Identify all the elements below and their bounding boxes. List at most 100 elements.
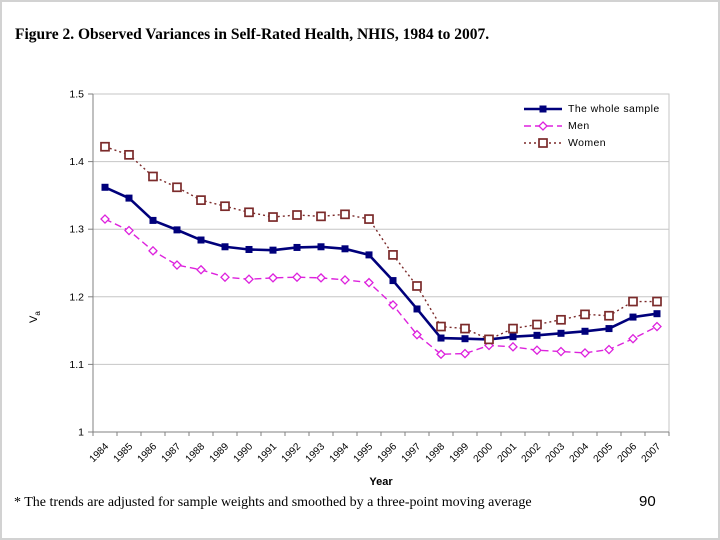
marker-filled-square (509, 333, 517, 341)
marker-filled-square (413, 305, 421, 313)
x-tick-label: 1988 (184, 441, 208, 465)
y-tick-label: 1.4 (69, 156, 84, 168)
marker-filled-square (557, 329, 565, 337)
legend-label: The whole sample (568, 102, 660, 115)
marker-open-diamond (580, 347, 590, 358)
marker-open-square (556, 314, 566, 325)
x-tick-label: 1993 (304, 441, 328, 465)
marker-open-diamond (412, 329, 422, 340)
marker-open-square (172, 182, 182, 193)
marker-filled-square (581, 327, 589, 335)
marker-open-diamond (124, 225, 134, 236)
y-tick-label: 1.2 (69, 291, 84, 303)
marker-open-diamond (220, 272, 230, 283)
marker-filled-square (461, 335, 469, 343)
x-tick-label: 2007 (640, 441, 664, 465)
marker-open-square (388, 250, 398, 260)
marker-open-diamond (556, 346, 566, 357)
marker-filled-square (245, 245, 253, 253)
marker-open-diamond (436, 349, 446, 360)
x-tick-label: 1994 (328, 441, 352, 465)
marker-open-diamond (100, 214, 110, 224)
x-tick-label: 2000 (472, 441, 496, 465)
marker-open-square (244, 207, 254, 218)
marker-filled-square (605, 325, 613, 333)
marker-open-square (538, 137, 548, 148)
marker-open-square (436, 321, 446, 332)
series-women (100, 141, 662, 345)
y-axis-title-main: V (27, 315, 40, 323)
legend-item-the-whole-sample: The whole sample (523, 100, 660, 117)
marker-open-diamond (652, 321, 662, 332)
x-tick-label: 2002 (520, 441, 544, 465)
marker-open-square (100, 141, 110, 152)
marker-open-diamond (388, 299, 398, 310)
x-tick-label: 2004 (568, 441, 592, 465)
marker-open-square (316, 211, 326, 222)
marker-open-square (196, 195, 206, 205)
y-tick-label: 1.3 (69, 224, 84, 236)
marker-open-square (460, 323, 470, 334)
page-number: 90 (639, 493, 656, 510)
marker-filled-square (365, 251, 373, 259)
x-tick-label: 2001 (496, 441, 520, 465)
x-tick-label: 1989 (208, 441, 232, 465)
x-axis-title: Year (369, 476, 393, 488)
marker-filled-square (629, 313, 637, 321)
marker-filled-square (221, 243, 229, 251)
series-line (104, 146, 657, 341)
marker-open-square (268, 212, 278, 222)
marker-filled-square (389, 277, 397, 285)
marker-open-diamond (340, 274, 350, 285)
marker-open-diamond (268, 272, 278, 283)
marker-open-square (484, 334, 494, 345)
marker-open-diamond (172, 260, 182, 270)
marker-open-diamond (364, 277, 374, 288)
marker-open-square (508, 323, 518, 334)
marker-open-diamond (316, 272, 326, 283)
x-tick-label: 1995 (352, 441, 376, 465)
marker-filled-square (341, 245, 349, 253)
series-the-whole-sample (101, 183, 661, 343)
x-tick-label: 1996 (376, 441, 400, 465)
marker-open-diamond (508, 341, 518, 352)
x-tick-label: 2003 (544, 441, 568, 465)
marker-open-diamond (244, 274, 254, 285)
x-tick-label: 1998 (424, 441, 448, 465)
marker-filled-square (317, 243, 325, 251)
x-tick-label: 1985 (112, 441, 136, 465)
marker-filled-square (125, 194, 133, 202)
x-tick-label: 1992 (280, 441, 304, 465)
marker-open-diamond (196, 264, 206, 275)
legend-label: Women (568, 136, 606, 149)
marker-filled-square (539, 105, 547, 112)
legend-marker-open-diamond (524, 120, 562, 131)
marker-open-square (148, 171, 158, 182)
marker-open-square (580, 309, 590, 320)
y-tick-label: 1.1 (69, 359, 84, 371)
legend-item-women: Women (523, 134, 660, 151)
marker-open-square (604, 310, 614, 321)
series-line (104, 186, 658, 341)
x-tick-label: 1990 (232, 441, 256, 465)
marker-filled-square (101, 183, 109, 191)
legend-item-men: Men (523, 117, 660, 134)
marker-open-square (292, 210, 302, 220)
marker-open-diamond (604, 344, 614, 355)
marker-filled-square (653, 310, 661, 318)
marker-open-diamond (460, 348, 470, 359)
x-tick-label: 1986 (136, 441, 160, 465)
marker-filled-square (149, 216, 157, 224)
marker-filled-square (437, 334, 445, 342)
legend-marker-filled-square (524, 105, 562, 112)
marker-open-square (652, 296, 662, 307)
x-tick-label: 1999 (448, 441, 472, 465)
x-tick-label: 1997 (400, 441, 424, 465)
x-tick-label: 1984 (88, 441, 112, 465)
marker-filled-square (293, 243, 301, 251)
y-tick-label: 1.5 (69, 89, 84, 101)
marker-filled-square (269, 246, 277, 254)
series-line (104, 218, 658, 355)
